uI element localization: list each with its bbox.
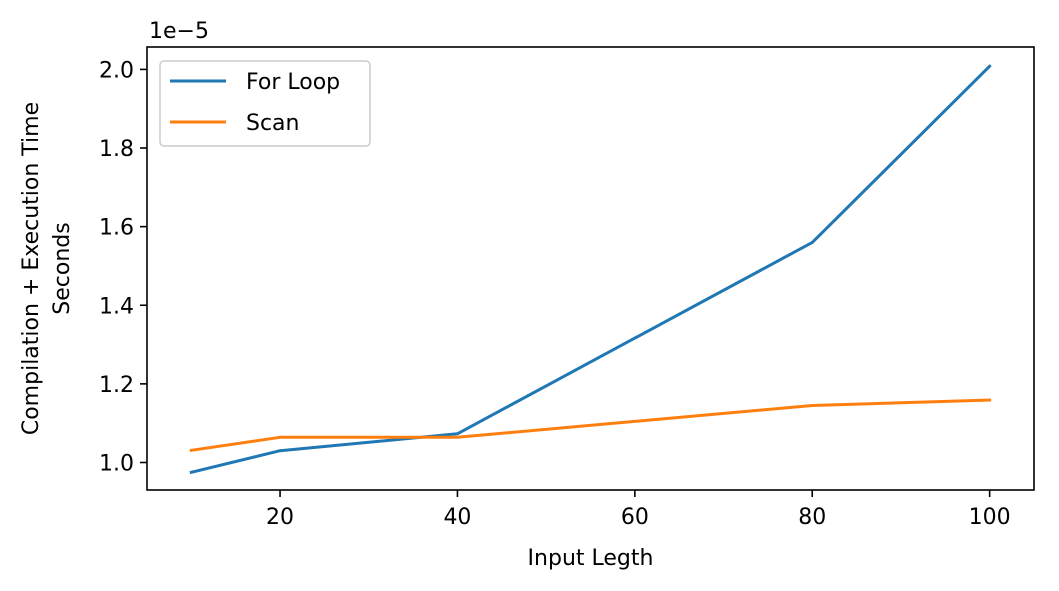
series-line-for-loop — [189, 64, 992, 475]
x-axis-label: Input Legth — [528, 546, 654, 571]
x-tick-label: 40 — [443, 505, 471, 530]
y-tick-label: 2.0 — [99, 58, 134, 83]
y-axis-label-line-1: Compilation + Execution Time — [19, 102, 44, 435]
y-multiplier-label: 1e−5 — [149, 19, 209, 44]
y-tick-label: 1.8 — [99, 137, 134, 162]
series-layer — [189, 64, 992, 475]
x-axis-ticks: 20 40 60 80 100 — [266, 490, 1011, 530]
y-tick-label: 1.4 — [99, 294, 134, 319]
y-tick-label: 1.6 — [99, 216, 134, 241]
x-tick-label: 80 — [798, 505, 826, 530]
y-axis-ticks: 1.0 1.2 1.4 1.6 1.8 2.0 — [99, 58, 147, 476]
x-tick-label: 60 — [621, 505, 649, 530]
y-axis-label-line-2: Seconds — [50, 222, 75, 314]
legend-label-for-loop: For Loop — [246, 70, 340, 95]
x-tick-label: 20 — [266, 505, 294, 530]
legend-label-scan: Scan — [246, 111, 300, 136]
y-tick-label: 1.2 — [99, 373, 134, 398]
legend: For Loop Scan — [159, 60, 371, 147]
x-tick-label: 100 — [969, 505, 1011, 530]
y-tick-label: 1.0 — [99, 451, 134, 476]
plot-frame — [146, 46, 1035, 491]
y-axis-label: Compilation + Execution Time Seconds — [19, 102, 75, 435]
series-line-scan — [189, 398, 992, 453]
